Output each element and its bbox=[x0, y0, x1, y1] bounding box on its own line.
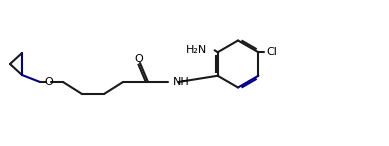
Text: H₂N: H₂N bbox=[186, 45, 207, 55]
Text: NH: NH bbox=[173, 77, 190, 87]
Text: Cl: Cl bbox=[266, 47, 277, 57]
Text: O: O bbox=[134, 54, 143, 64]
Text: O: O bbox=[44, 77, 53, 87]
